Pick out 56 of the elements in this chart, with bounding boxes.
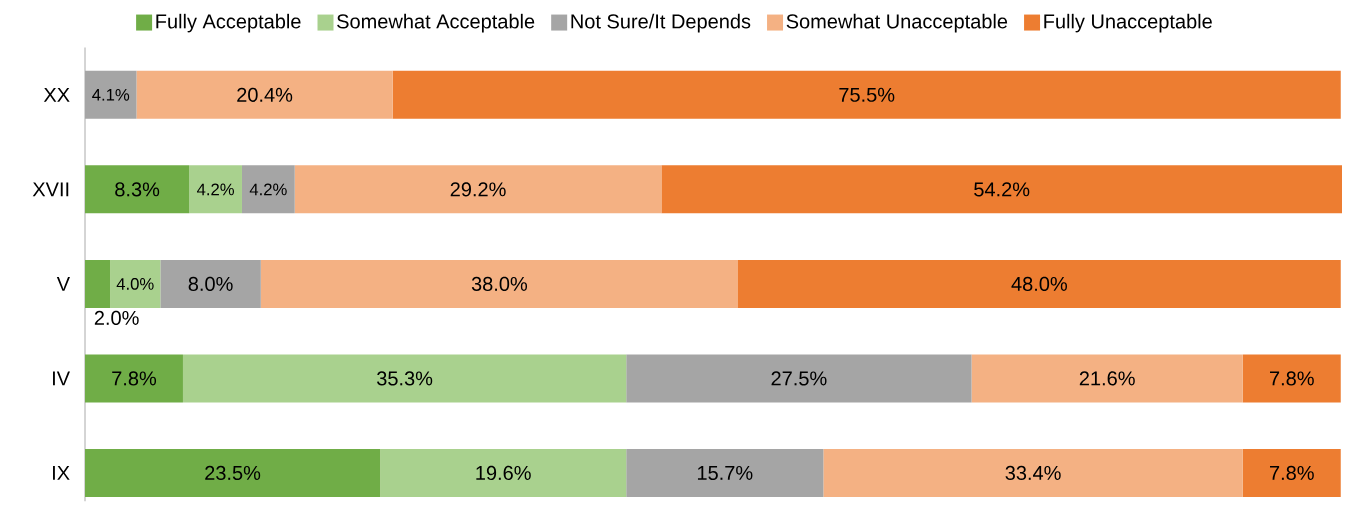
data-label: 20.4% xyxy=(237,87,293,102)
legend-label: Fully Unacceptable xyxy=(1044,13,1212,33)
bar xyxy=(189,165,242,214)
bar xyxy=(823,448,1243,497)
bar xyxy=(85,165,190,214)
bar xyxy=(241,165,295,214)
data-label: 8.0% xyxy=(188,276,233,291)
bar xyxy=(182,354,627,403)
y-tick-label: XX xyxy=(43,87,70,102)
data-label: 4.0% xyxy=(116,278,154,290)
y-tick-label: IX xyxy=(53,466,70,480)
data-label: 75.5% xyxy=(839,87,895,102)
data-label: 4.1% xyxy=(92,89,130,101)
data-label: 2.0% xyxy=(94,310,139,325)
data-label: 7.8% xyxy=(1270,371,1314,386)
bar xyxy=(1242,448,1341,497)
bar xyxy=(737,259,1341,308)
bar xyxy=(661,165,1342,214)
data-label: 21.6% xyxy=(1079,371,1135,386)
data-label: 38.0% xyxy=(471,276,528,291)
data-label: 8.3% xyxy=(115,182,160,197)
data-label: 27.5% xyxy=(771,371,827,386)
bar xyxy=(1242,354,1341,403)
data-label: 23.5% xyxy=(205,465,261,481)
data-label: 7.8% xyxy=(1270,465,1314,481)
bar xyxy=(626,354,972,403)
bar xyxy=(380,448,627,497)
data-label: 29.2% xyxy=(450,182,506,197)
bar xyxy=(85,259,111,308)
data-label: 54.2% xyxy=(974,182,1030,197)
data-label: 35.3% xyxy=(376,371,433,386)
data-label: 19.6% xyxy=(476,465,531,481)
bar xyxy=(626,448,824,497)
bar xyxy=(971,354,1243,403)
bar xyxy=(294,165,662,214)
data-label: 4.2% xyxy=(196,183,234,196)
bar xyxy=(110,259,161,308)
bar xyxy=(85,354,183,403)
data-label: 7.8% xyxy=(112,371,157,386)
y-tick-label: XVII xyxy=(32,182,69,197)
bar xyxy=(392,70,1341,119)
legend-label: Somewhat Acceptable xyxy=(337,13,535,33)
bar xyxy=(160,259,261,308)
y-tick-label: V xyxy=(56,277,70,291)
bar xyxy=(85,70,137,119)
bar xyxy=(260,259,738,308)
data-label: 4.2% xyxy=(249,183,287,196)
data-label: 15.7% xyxy=(697,465,753,480)
legend-label: Fully Acceptable xyxy=(156,13,301,33)
data-label: 33.4% xyxy=(1005,465,1061,481)
bar xyxy=(136,70,393,119)
bar xyxy=(85,448,381,497)
data-label: 48.0% xyxy=(1011,276,1067,291)
legend-label: Not Sure/It Depends xyxy=(571,13,751,33)
y-tick-label: IV xyxy=(53,371,70,386)
legend-label: Somewhat Unacceptable xyxy=(786,13,1008,33)
